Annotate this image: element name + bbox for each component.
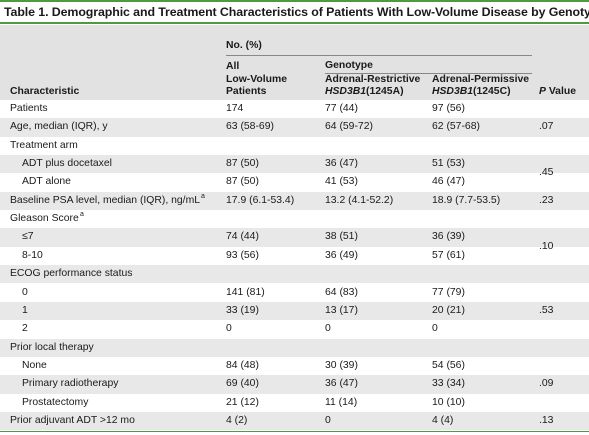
row-stripe <box>0 301 589 321</box>
group-p-value: .09 <box>539 378 554 390</box>
row-label: 1 <box>22 304 28 316</box>
row-label: ADT alone <box>22 176 71 188</box>
row-stripe <box>0 118 589 137</box>
footnote-marker: a <box>201 192 205 200</box>
header-no-pct: No. (%) <box>226 40 262 51</box>
cell-all-patients: 4 (2) <box>226 414 248 426</box>
cell-adrenal-restrictive: 30 (39) <box>325 359 358 371</box>
group-p-value: .53 <box>539 305 554 317</box>
cell-all-patients: 0 <box>226 323 232 335</box>
row-label: 0 <box>22 286 28 298</box>
cell-adrenal-permissive: 20 (21) <box>432 304 465 316</box>
cell-adrenal-permissive: 54 (56) <box>432 359 465 371</box>
row-label: Prior local therapy <box>10 341 94 353</box>
cell-p-value: .13 <box>539 414 554 426</box>
cell-adrenal-permissive: 51 (53) <box>432 158 465 170</box>
cell-adrenal-restrictive: 0 <box>325 414 331 426</box>
cell-adrenal-restrictive: 64 (83) <box>325 286 358 298</box>
cell-adrenal-permissive: 57 (61) <box>432 249 465 261</box>
row-label: Baseline PSA level, median (IQR), ng/mL <box>10 194 201 206</box>
cell-all-patients: 87 (50) <box>226 158 259 170</box>
cell-all-patients: 87 (50) <box>226 176 259 188</box>
cell-adrenal-restrictive: 13 (17) <box>325 304 358 316</box>
header-p-value: P Value <box>539 86 576 97</box>
cell-adrenal-permissive: 4 (4) <box>432 414 454 426</box>
header-restrictive-line2: HSD3B1(1245A) <box>325 86 404 97</box>
cell-all-patients: 141 (81) <box>226 286 265 298</box>
row-stripe <box>0 228 589 247</box>
cell-all-patients: 69 (40) <box>226 378 259 390</box>
row-stripe <box>0 155 589 174</box>
header-divider-no-pct <box>226 55 532 56</box>
footnote-marker: a <box>80 211 84 219</box>
cell-adrenal-permissive: 77 (79) <box>432 286 465 298</box>
row-label: 8-10 <box>22 249 43 261</box>
row-label: Treatment arm <box>10 139 78 151</box>
cell-adrenal-permissive: 18.9 (7.7-53.5) <box>432 194 501 206</box>
cell-adrenal-restrictive: 36 (49) <box>325 249 358 261</box>
cell-adrenal-permissive: 33 (34) <box>432 378 465 390</box>
header-divider-genotype <box>325 73 532 74</box>
cell-adrenal-restrictive: 0 <box>325 323 331 335</box>
header-all-line1: All <box>226 61 240 72</box>
row-stripe <box>0 265 589 284</box>
cell-adrenal-restrictive: 77 (44) <box>325 103 358 114</box>
row-label: Prostatectomy <box>22 396 89 408</box>
cell-adrenal-permissive: 10 (10) <box>432 396 465 408</box>
cell-p-value: .23 <box>539 194 554 206</box>
header-permissive-line2: HSD3B1(1245C) <box>432 86 511 97</box>
cell-adrenal-permissive: 62 (57-68) <box>432 121 480 133</box>
cell-all-patients: 33 (19) <box>226 304 259 316</box>
table-title-bar: Table 1. Demographic and Treatment Chara… <box>0 0 589 24</box>
row-label: ADT plus docetaxel <box>22 158 112 170</box>
cell-adrenal-restrictive: 41 (53) <box>325 176 358 188</box>
header-permissive-line1: Adrenal-Permissive <box>432 73 530 85</box>
header-characteristic: Characteristic <box>10 86 80 97</box>
row-label: Primary radiotherapy <box>22 378 119 390</box>
cell-adrenal-permissive: 46 (47) <box>432 176 465 188</box>
row-label: Gleason Score <box>10 213 79 225</box>
cell-all-patients: 93 (56) <box>226 249 259 261</box>
cell-adrenal-restrictive: 36 (47) <box>325 158 358 170</box>
row-stripe <box>0 191 589 211</box>
cell-adrenal-restrictive: 36 (47) <box>325 378 358 390</box>
table-bottom-rule <box>0 431 589 432</box>
cell-adrenal-permissive: 97 (56) <box>432 103 465 114</box>
group-p-value: .45 <box>539 167 554 179</box>
cell-all-patients: 174 <box>226 103 244 114</box>
cell-p-value: .07 <box>539 121 554 133</box>
row-label: Prior adjuvant ADT >12 mo <box>10 414 135 426</box>
cell-all-patients: 74 (44) <box>226 231 259 243</box>
cell-all-patients: 21 (12) <box>226 396 259 408</box>
row-stripe <box>0 411 589 431</box>
cell-adrenal-permissive: 36 (39) <box>432 231 465 243</box>
cell-adrenal-restrictive: 64 (59-72) <box>325 121 373 133</box>
cell-adrenal-restrictive: 38 (51) <box>325 231 358 243</box>
cell-adrenal-restrictive: 11 (14) <box>325 396 358 408</box>
row-stripe <box>0 375 589 394</box>
cell-adrenal-permissive: 0 <box>432 323 438 335</box>
header-genotype: Genotype <box>325 60 373 71</box>
row-label: Patients <box>10 103 48 114</box>
row-label: 2 <box>22 323 28 335</box>
table-header <box>0 25 589 100</box>
header-all-line3: Patients <box>226 86 267 97</box>
header-restrictive-line1: Adrenal-Restrictive <box>325 73 421 85</box>
cell-all-patients: 17.9 (6.1-53.4) <box>226 194 295 206</box>
row-stripe <box>0 338 589 357</box>
table-title: Table 1. Demographic and Treatment Chara… <box>4 5 589 19</box>
cell-adrenal-restrictive: 13.2 (4.1-52.2) <box>325 194 394 206</box>
cell-all-patients: 84 (48) <box>226 359 259 371</box>
header-all-line2: Low-Volume <box>226 73 287 85</box>
cell-all-patients: 63 (58-69) <box>226 121 274 133</box>
row-label: ECOG performance status <box>10 268 133 280</box>
row-label: ≤7 <box>22 231 34 243</box>
row-label: None <box>22 359 47 371</box>
row-label: Age, median (IQR), y <box>10 121 108 133</box>
group-p-value: .10 <box>539 240 554 252</box>
